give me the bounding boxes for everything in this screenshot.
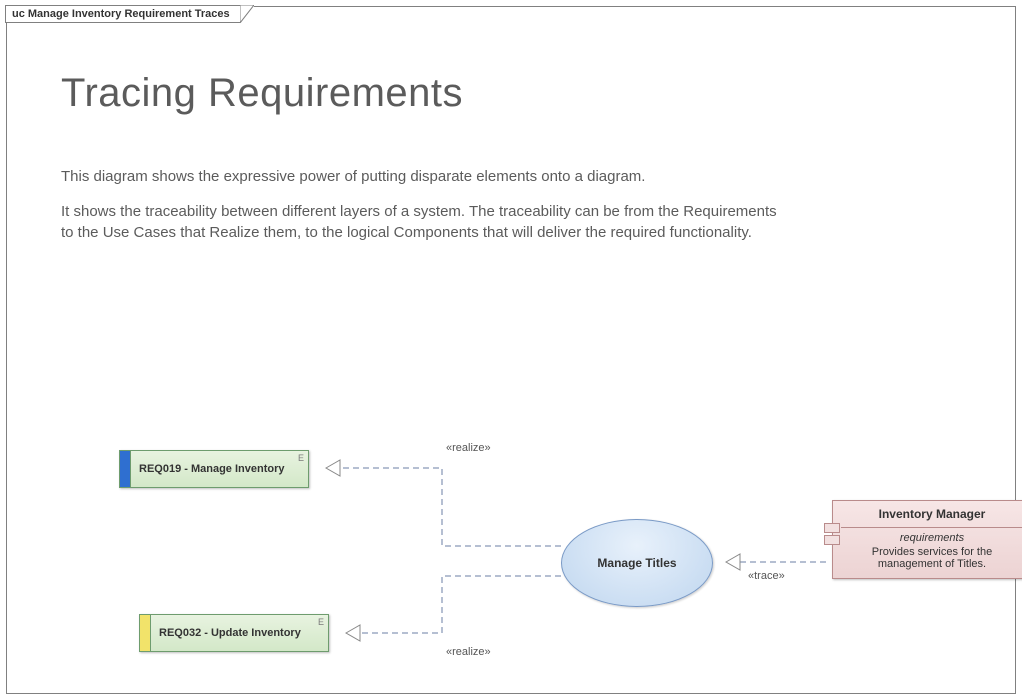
requirement-label: REQ032 - Update Inventory: [159, 627, 301, 639]
frame-tab: uc Manage Inventory Requirement Traces: [5, 5, 240, 23]
requirement-req032: REQ032 - Update Inventory E: [139, 614, 329, 652]
component-port-icon: [824, 535, 840, 545]
component-title: Inventory Manager: [841, 507, 1022, 521]
description-block: This diagram shows the expressive power …: [61, 166, 781, 257]
usecase-label: Manage Titles: [597, 556, 676, 570]
edge-label-realize1: «realize»: [446, 442, 491, 454]
requirement-corner-marker: E: [318, 617, 324, 627]
requirement-accent: [140, 615, 151, 651]
usecase-manage-titles: Manage Titles: [561, 519, 713, 607]
description-p2: It shows the traceability between differ…: [61, 201, 781, 243]
page-title: Tracing Requirements: [61, 71, 463, 116]
component-section-text: Provides services for the management of …: [841, 546, 1022, 570]
requirement-accent: [120, 451, 131, 487]
component-section-label: requirements: [841, 532, 1022, 544]
frame-tab-cut: [240, 5, 254, 23]
requirement-corner-marker: E: [298, 453, 304, 463]
edge-label-trace: «trace»: [748, 570, 785, 582]
edge-label-realize2: «realize»: [446, 646, 491, 658]
requirement-body: REQ019 - Manage Inventory E: [131, 451, 308, 487]
frame-tab-label: uc Manage Inventory Requirement Traces: [12, 8, 230, 20]
component-divider: [841, 527, 1022, 528]
description-p1: This diagram shows the expressive power …: [61, 166, 781, 187]
requirement-req019: REQ019 - Manage Inventory E: [119, 450, 309, 488]
component-port-icon: [824, 523, 840, 533]
requirement-body: REQ032 - Update Inventory E: [151, 615, 328, 651]
diagram-frame: uc Manage Inventory Requirement Traces T…: [6, 6, 1016, 694]
requirement-label: REQ019 - Manage Inventory: [139, 463, 285, 475]
component-inventory-manager: Inventory Manager requirements Provides …: [832, 500, 1022, 579]
